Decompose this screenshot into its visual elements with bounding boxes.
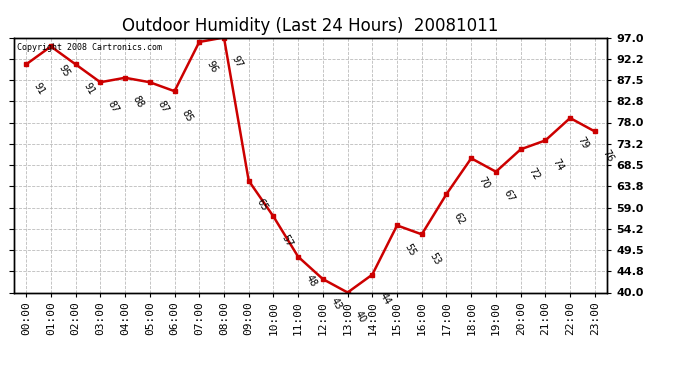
Text: 97: 97: [230, 54, 244, 70]
Text: 87: 87: [106, 99, 121, 115]
Text: 67: 67: [502, 188, 516, 204]
Text: 88: 88: [130, 94, 146, 110]
Text: 87: 87: [155, 99, 170, 115]
Text: 55: 55: [402, 242, 417, 258]
Text: 74: 74: [551, 157, 566, 173]
Text: 96: 96: [205, 58, 219, 74]
Text: 70: 70: [477, 175, 491, 190]
Text: 43: 43: [328, 296, 343, 311]
Text: 44: 44: [378, 291, 393, 307]
Text: 95: 95: [57, 63, 71, 79]
Text: Copyright 2008 Cartronics.com: Copyright 2008 Cartronics.com: [17, 43, 161, 52]
Text: 76: 76: [600, 148, 615, 164]
Text: 91: 91: [81, 81, 96, 97]
Text: 85: 85: [180, 108, 195, 124]
Title: Outdoor Humidity (Last 24 Hours)  20081011: Outdoor Humidity (Last 24 Hours) 2008101…: [122, 16, 499, 34]
Text: 65: 65: [254, 197, 269, 213]
Text: 40: 40: [353, 309, 368, 325]
Text: 72: 72: [526, 166, 541, 182]
Text: 53: 53: [427, 251, 442, 267]
Text: 62: 62: [452, 211, 467, 226]
Text: 48: 48: [304, 273, 319, 289]
Text: 79: 79: [575, 135, 591, 150]
Text: 91: 91: [32, 81, 46, 97]
Text: 57: 57: [279, 233, 294, 249]
